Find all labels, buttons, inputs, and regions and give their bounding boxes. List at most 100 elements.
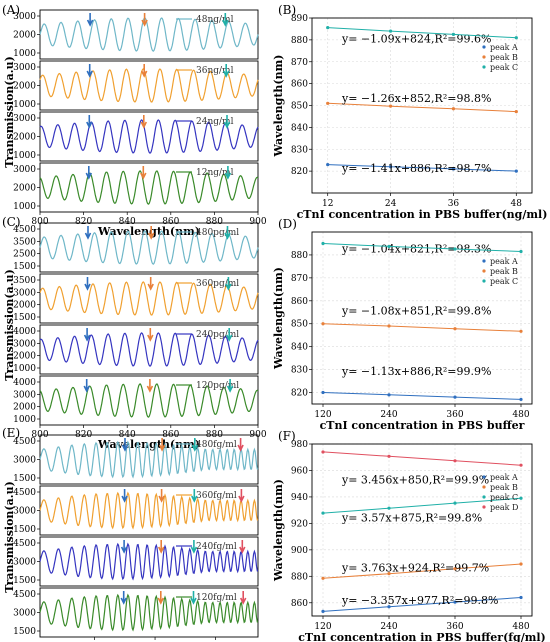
- peak-arrow: [121, 438, 129, 452]
- spectrum-line: [39, 230, 259, 265]
- spectra-panel-E: (E) 1500 3000 4500 480fg/ml 1500 3000 4500 360fg…: [2, 426, 259, 640]
- spectrum-line: [39, 440, 259, 479]
- concentration-label: 12ng/ml: [196, 168, 234, 178]
- y-tick-label: 1500: [13, 525, 36, 535]
- data-point: [321, 576, 325, 580]
- y-tick-label: 1500: [13, 262, 36, 272]
- legend-entry: peak B: [490, 267, 518, 276]
- data-point: [519, 595, 523, 600]
- peak-arrow: [121, 489, 128, 503]
- fit-equation: y= −1.13x+886,R²=99.9%: [341, 365, 491, 378]
- spectrum-subplot: 1000 2000 3000 4000 120pg/ml: [13, 375, 259, 426]
- y-tick-label: 1000: [13, 415, 36, 425]
- concentration-label: 240fg/ml: [196, 542, 237, 552]
- fit-equation: y= −1.08x+851,R²=99.8%: [341, 305, 491, 318]
- y-tick-label: 3000: [13, 609, 36, 619]
- data-point: [453, 459, 457, 463]
- peak-arrow: [147, 226, 155, 240]
- y-tick-label: 4000: [13, 378, 36, 388]
- data-point: [321, 450, 325, 454]
- peak-arrow: [225, 277, 232, 291]
- fit-equation: y= −1.26x+852,R²=98.8%: [341, 92, 491, 105]
- y-tick-label: 830: [291, 366, 308, 376]
- x-tick-label: 120: [314, 410, 331, 420]
- y-tick-label: 2000: [13, 184, 36, 194]
- data-point: [321, 322, 325, 326]
- concentration-label: 24ng/ml: [196, 117, 234, 127]
- legend-entry: peak C: [490, 63, 518, 72]
- y-tick-label: 880: [291, 572, 308, 582]
- panel-label: (B): [278, 3, 296, 17]
- fit-equation: y= −3.357x+977,R²=99.8%: [341, 594, 498, 607]
- concentration-label: 480pg/ml: [196, 228, 239, 238]
- fit-equation: y= −1.41x+886,R²=98.7%: [341, 162, 491, 175]
- concentration-label: 240pg/ml: [196, 330, 239, 340]
- peak-arrow: [140, 64, 148, 78]
- y-tick-label: 1500: [13, 627, 36, 637]
- legend-marker: [482, 505, 486, 509]
- spectrum-subplot: 1500 3000 4500 480fg/ml: [13, 434, 259, 485]
- peak-arrow: [85, 166, 93, 180]
- legend-entry: peak B: [490, 483, 518, 492]
- spectrum-subplot: 1500 2500 3500 4500 480pg/ml: [13, 222, 259, 273]
- y-tick-label: 1000: [13, 100, 36, 110]
- data-point: [519, 397, 523, 402]
- data-point: [519, 249, 523, 254]
- spectrum-line: [39, 119, 259, 154]
- x-tick-label: 120: [314, 622, 331, 632]
- data-point: [514, 169, 518, 173]
- legend-marker: [482, 65, 486, 69]
- y-axis-label: Transmission(a.u): [3, 481, 16, 593]
- series-line-peak-A: [322, 597, 522, 612]
- data-point: [321, 511, 325, 515]
- peak-arrow: [226, 379, 234, 393]
- data-point: [387, 244, 391, 249]
- data-point: [519, 463, 523, 467]
- data-point: [451, 32, 456, 37]
- data-point: [387, 605, 391, 609]
- y-tick-label: 1000: [13, 151, 36, 161]
- y-tick-label: 980: [291, 440, 308, 450]
- spectrum-line: [39, 17, 259, 52]
- plot-frame: [311, 443, 533, 617]
- data-point: [519, 562, 523, 566]
- series-line-peak-D: [322, 451, 522, 466]
- x-axis-label: cTnI concentration in PBS buffer: [320, 419, 525, 432]
- series-line-peak-C: [322, 243, 522, 252]
- data-point: [387, 572, 391, 576]
- spectrum-subplot: 1500 3000 4500 120fg/ml: [13, 587, 259, 638]
- fit-equation: y= 3.57x+875,R²=99.8%: [341, 511, 482, 524]
- concentration-label: 36ng/ml: [196, 66, 234, 76]
- peak-arrow: [146, 379, 154, 393]
- x-tick-label: 840: [119, 217, 136, 227]
- legend-marker: [482, 495, 486, 499]
- data-point: [453, 567, 457, 571]
- series-line-peak-B: [322, 563, 522, 579]
- y-tick-label: 3000: [13, 12, 36, 22]
- concentration-label: 480fg/ml: [196, 440, 237, 450]
- data-point: [451, 107, 456, 111]
- peak-arrow: [141, 13, 148, 27]
- y-axis-label: Wavelength(nm): [272, 267, 285, 370]
- x-tick-label: 24: [385, 199, 397, 209]
- y-tick-label: 2000: [13, 352, 36, 362]
- subplot-frame: [39, 324, 259, 375]
- peak-arrow: [158, 489, 165, 503]
- x-tick-label: 240: [380, 622, 397, 632]
- spectrum-line: [39, 68, 259, 103]
- panel-label: (C): [2, 215, 21, 229]
- data-point: [388, 29, 393, 33]
- legend-marker: [482, 475, 486, 479]
- peak-arrow: [120, 591, 127, 605]
- data-point: [451, 167, 456, 171]
- concentration-label: 360fg/ml: [196, 491, 237, 501]
- peak-arrow: [224, 226, 231, 240]
- y-tick-label: 4500: [13, 539, 36, 549]
- x-axis-label: cTnI concentration in PBS buffer(fg/ml): [298, 631, 546, 642]
- y-tick-label: 850: [291, 320, 308, 330]
- y-tick-label: 2000: [13, 31, 36, 41]
- peak-arrow: [222, 13, 229, 27]
- peak-arrow: [86, 13, 94, 27]
- x-tick-label: 360: [446, 622, 463, 632]
- spectrum-line: [39, 281, 259, 316]
